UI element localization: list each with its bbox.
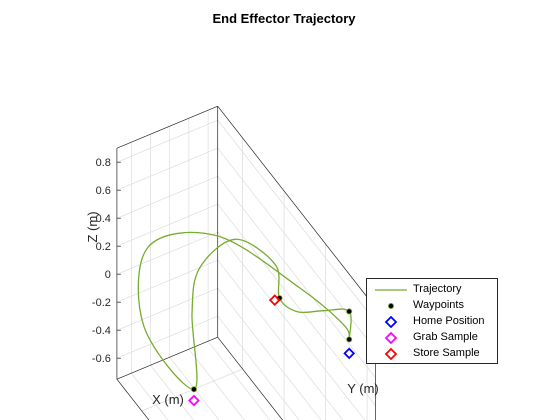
grid-line <box>116 119 218 163</box>
legend-item-store: Store Sample <box>367 346 497 362</box>
z-tick-label: 0.2 <box>96 241 111 253</box>
z-tick-label: -0.4 <box>92 325 111 337</box>
legend-label: Waypoints <box>413 299 464 311</box>
legend-diamond-icon <box>384 331 398 345</box>
data-series <box>137 231 356 407</box>
z-axis-label: Z (m) <box>85 211 100 242</box>
z-tick-label: 0.4 <box>96 213 111 225</box>
axis-edge <box>116 105 218 149</box>
z-tick-label: -0.2 <box>92 297 111 309</box>
axis-edge <box>116 336 218 380</box>
legend: Trajectory Waypoints Home Position Grab … <box>366 278 498 364</box>
grid-line <box>217 119 376 322</box>
store-sample-marker <box>268 294 281 306</box>
grid-line <box>150 364 194 420</box>
legend-item-grab: Grab Sample <box>367 330 497 346</box>
grid-line <box>116 231 218 275</box>
legend-line-icon <box>375 289 407 291</box>
grid-line <box>217 231 366 420</box>
waypoint-marker <box>190 386 197 393</box>
grid-line <box>207 340 271 420</box>
grid-line <box>217 287 322 420</box>
grid-line <box>116 175 218 219</box>
grid-line <box>116 315 218 359</box>
legend-item-trajectory: Trajectory <box>367 282 497 298</box>
legend-diamond-icon <box>384 347 398 361</box>
grab-sample-marker <box>188 394 200 407</box>
z-tick-label: 0.8 <box>96 157 111 169</box>
grid-line <box>217 259 344 420</box>
z-tick-label: 0 <box>105 269 111 281</box>
home-position-marker <box>343 347 356 360</box>
waypoint-marker <box>346 308 353 315</box>
axes-box <box>116 105 376 420</box>
z-tick-label: 0.6 <box>96 185 111 197</box>
grid-line <box>116 287 218 331</box>
grid-line <box>131 372 169 420</box>
axis-edge <box>116 378 150 420</box>
z-tick-label: -0.6 <box>92 353 111 365</box>
legend-dot-icon <box>387 303 394 309</box>
grid-line <box>217 175 376 378</box>
y-axis-label: Y (m) <box>347 381 379 396</box>
grid-line <box>116 259 218 303</box>
grid-line <box>116 147 218 191</box>
axis-edge <box>217 105 376 308</box>
tick-labels: -0.8-0.6-0.4-0.20-10.80.60.40.20-0.2-0.4… <box>92 157 121 365</box>
legend-diamond-icon <box>384 315 398 329</box>
legend-item-home: Home Position <box>367 314 497 330</box>
grid-line <box>188 348 245 420</box>
x-axis-label: X (m) <box>152 392 184 407</box>
grid-line <box>217 203 376 406</box>
legend-label: Store Sample <box>413 347 480 359</box>
legend-label: Trajectory <box>413 283 462 295</box>
grid-lines <box>116 110 376 420</box>
axis-edge <box>217 336 283 420</box>
grid-line <box>217 147 376 350</box>
grid-line <box>116 203 218 247</box>
legend-item-waypoints: Waypoints <box>367 298 497 314</box>
trajectory-line <box>137 231 352 390</box>
grid-line <box>217 315 300 420</box>
waypoint-marker <box>346 336 353 343</box>
legend-label: Grab Sample <box>413 331 478 343</box>
chart-title: End Effector Trajectory <box>212 11 356 26</box>
legend-label: Home Position <box>413 315 485 327</box>
